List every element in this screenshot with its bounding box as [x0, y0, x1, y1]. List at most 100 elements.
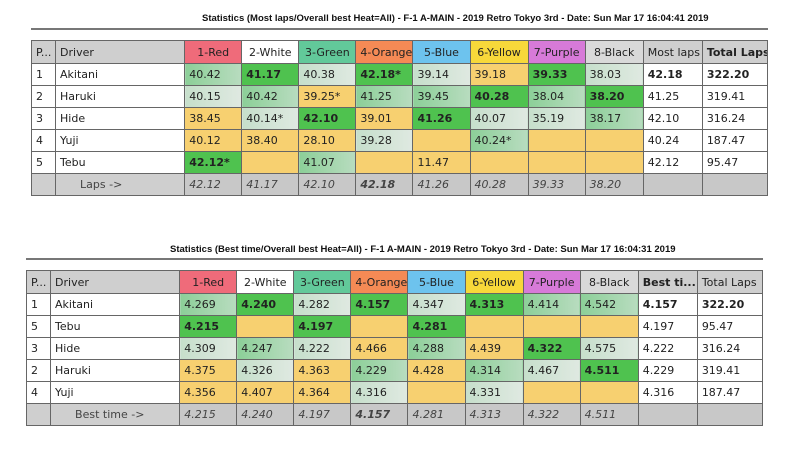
lane-value-cell: 41.17	[241, 63, 300, 86]
footer-value-cell: 39.33	[527, 173, 586, 196]
lane-value-cell: 4.407	[236, 381, 295, 404]
lane-value-cell: 39.33	[527, 63, 586, 86]
lane-value-cell: 4.428	[407, 359, 466, 382]
column-header-lane: 3-Green	[298, 40, 357, 64]
footer-value-cell: 40.28	[469, 173, 529, 196]
lane-value-cell: 4.542	[579, 293, 639, 316]
lane-value-cell	[584, 129, 644, 152]
footer-value-cell: 42.18	[355, 173, 414, 196]
driver-name-cell: Haruki	[50, 359, 181, 382]
lane-value-cell: 4.467	[522, 359, 581, 382]
lane-value-cell: 38.20	[584, 85, 644, 108]
footer-value-cell: 4.511	[579, 403, 639, 426]
stat-cell: 4.157	[637, 293, 698, 316]
lane-value-cell	[522, 381, 581, 404]
lane-value-cell: 4.247	[236, 337, 295, 360]
column-header-lane: 1-Red	[184, 40, 243, 64]
total-laps-cell: 187.47	[701, 129, 769, 152]
driver-name-cell: Tebu	[50, 315, 181, 338]
total-laps-cell: 95.47	[701, 151, 769, 174]
column-header-total-laps: Total Laps	[696, 270, 764, 294]
table-row: 5 Tebu 42.12* 41.07 11.47 42.12 95.47	[30, 151, 769, 174]
stat-cell: 41.25	[642, 85, 703, 108]
lane-value-cell: 4.282	[293, 293, 352, 316]
lane-value-cell: 40.28	[469, 85, 529, 108]
lane-value-cell: 38.17	[584, 107, 644, 130]
header-row: P... Driver 1-Red 2-White 3-Green 4-Orange 5-B…	[30, 40, 769, 64]
column-header-total-laps: Total Laps	[701, 40, 769, 64]
stat-cell: 4.222	[637, 337, 698, 360]
position-cell: 2	[30, 85, 57, 108]
lane-value-cell: 40.14*	[241, 107, 300, 130]
lane-value-cell	[469, 151, 529, 174]
lane-value-cell: 42.12*	[184, 151, 243, 174]
total-laps-cell: 319.41	[701, 85, 769, 108]
column-header-lane: 2-White	[241, 40, 300, 64]
lane-value-cell: 4.375	[179, 359, 238, 382]
footer-row: Best time -> 4.215 4.240 4.197 4.157 4.281 4.3…	[25, 403, 764, 426]
lane-value-cell: 40.15	[184, 85, 243, 108]
column-header-lane: 4-Orange	[355, 40, 414, 64]
lane-value-cell: 4.347	[407, 293, 466, 316]
total-laps-cell: 95.47	[696, 315, 764, 338]
lane-value-cell	[527, 129, 586, 152]
lane-value-cell: 40.38	[298, 63, 357, 86]
lane-value-cell: 4.197	[293, 315, 352, 338]
lane-value-cell: 4.439	[464, 337, 524, 360]
position-cell: 5	[30, 151, 57, 174]
lane-value-cell: 38.04	[527, 85, 586, 108]
lane-value-cell: 4.309	[179, 337, 238, 360]
position-cell: 1	[25, 293, 52, 316]
lane-value-cell: 38.45	[184, 107, 243, 130]
position-cell: 5	[25, 315, 52, 338]
lane-value-cell	[464, 315, 524, 338]
stat-cell: 40.24	[642, 129, 703, 152]
driver-name-cell: Hide	[50, 337, 181, 360]
lane-value-cell	[527, 151, 586, 174]
stat-cell: 4.316	[637, 381, 698, 404]
lane-value-cell: 40.24*	[469, 129, 529, 152]
lane-value-cell: 4.364	[293, 381, 352, 404]
total-laps-cell: 187.47	[696, 381, 764, 404]
lane-value-cell	[350, 315, 409, 338]
table-title-most-laps: Statistics (Most laps/Overall best Heat=…	[202, 13, 709, 24]
lane-value-cell	[584, 151, 644, 174]
lane-value-cell: 35.19	[527, 107, 586, 130]
table-row: 1 Akitani 40.42 41.17 40.38 42.18* 39.14 39.18 3…	[30, 63, 769, 86]
lane-value-cell	[579, 315, 639, 338]
position-cell: 3	[25, 337, 52, 360]
stat-cell: 42.18	[642, 63, 703, 86]
footer-value-cell: 4.197	[293, 403, 352, 426]
driver-name-cell: Yuji	[50, 381, 181, 404]
driver-name-cell: Haruki	[55, 85, 186, 108]
footer-value-cell: 38.20	[584, 173, 644, 196]
table-row: 4 Yuji 4.356 4.407 4.364 4.316 4.331 4.316 187.4…	[25, 381, 764, 404]
lane-value-cell: 4.316	[350, 381, 409, 404]
column-header-lane: 4-Orange	[350, 270, 409, 294]
lane-value-cell: 4.466	[350, 337, 409, 360]
column-header-lane: 2-White	[236, 270, 295, 294]
lane-value-cell: 41.25	[355, 85, 414, 108]
column-header-lane: 5-Blue	[407, 270, 466, 294]
column-header-driver: Driver	[50, 270, 181, 294]
column-header-driver: Driver	[55, 40, 186, 64]
lane-value-cell: 28.10	[298, 129, 357, 152]
footer-row: Laps -> 42.12 41.17 42.10 42.18 41.26 40.28 39.…	[30, 173, 769, 196]
footer-blank	[25, 403, 52, 426]
stat-cell: 4.197	[637, 315, 698, 338]
column-header-stat: Most laps	[642, 40, 703, 64]
lane-value-cell: 39.18	[469, 63, 529, 86]
lane-value-cell: 4.157	[350, 293, 409, 316]
lane-value-cell	[412, 129, 471, 152]
lane-value-cell	[236, 315, 295, 338]
table-row: 3 Hide 4.309 4.247 4.222 4.466 4.288 4.439 4.322…	[25, 337, 764, 360]
lane-value-cell: 4.281	[407, 315, 466, 338]
column-header-lane: 6-Yellow	[469, 40, 529, 64]
total-laps-cell: 316.24	[701, 107, 769, 130]
footer-value-cell: 4.313	[464, 403, 524, 426]
lane-value-cell: 38.40	[241, 129, 300, 152]
total-laps-cell: 316.24	[696, 337, 764, 360]
column-header-lane: 8-Black	[579, 270, 639, 294]
table-row: 2 Haruki 40.15 40.42 39.25* 41.25 39.45 40.28 38…	[30, 85, 769, 108]
position-cell: 4	[30, 129, 57, 152]
